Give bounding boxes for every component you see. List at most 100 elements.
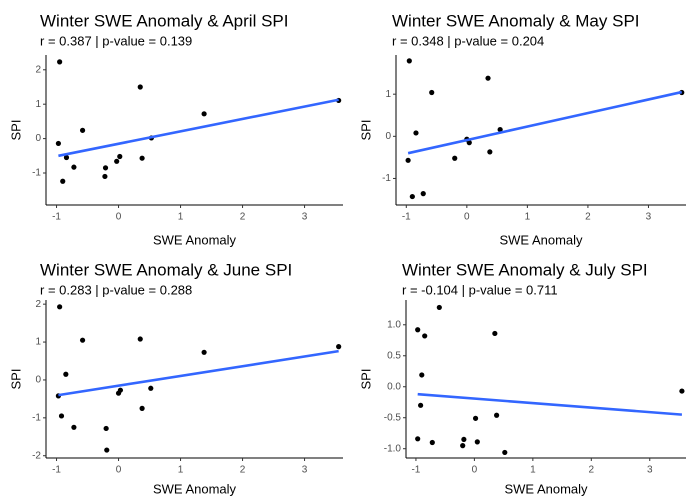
data-point	[201, 349, 207, 355]
y-tick-label: -1.0	[384, 443, 402, 454]
data-point	[461, 436, 467, 443]
x-axis-title: SWE Anomaly	[153, 232, 237, 247]
y-axis-title: SPI	[358, 369, 373, 390]
x-tick-label: 1	[178, 465, 184, 476]
y-tick-label: 0	[385, 131, 391, 142]
data-point	[497, 126, 503, 133]
data-point	[487, 149, 493, 155]
data-point	[415, 436, 421, 442]
trend-line	[58, 349, 339, 397]
y-tick-label: 0.0	[387, 381, 401, 392]
x-tick-label: 3	[647, 465, 653, 476]
y-tick-label: 1	[385, 89, 391, 100]
data-point	[117, 387, 124, 393]
y-tick-label: 0	[35, 375, 41, 386]
y-tick-label: 2	[35, 299, 41, 310]
x-tick-label: 3	[302, 465, 308, 476]
trend-line	[58, 98, 339, 158]
x-axis-title: SWE Anomaly	[499, 232, 583, 247]
y-tick-label: -1	[382, 173, 391, 184]
data-point	[102, 165, 109, 171]
data-point	[79, 127, 86, 133]
data-point	[494, 412, 500, 418]
data-point	[413, 130, 419, 136]
data-point	[409, 193, 415, 200]
data-point	[405, 157, 411, 163]
scatter-panel-1: Winter SWE Anomaly & April SPI r = 0.387 …	[8, 11, 343, 247]
y-axis-title: SPI	[358, 120, 373, 141]
chart-subtitle: r = 0.387 | p-value = 0.139	[40, 33, 192, 48]
chart-subtitle: r = 0.283 | p-value = 0.288	[40, 282, 192, 297]
data-point	[104, 447, 110, 453]
chart-subtitle: r = 0.348 | p-value = 0.204	[392, 33, 544, 48]
data-point	[472, 415, 479, 421]
x-tick-label: 2	[240, 212, 246, 223]
data-point	[502, 449, 508, 456]
data-point	[420, 191, 426, 197]
data-point	[679, 388, 685, 394]
x-tick-label: 0	[116, 212, 122, 223]
data-point	[57, 304, 63, 310]
data-point	[466, 140, 472, 146]
data-point	[63, 371, 69, 377]
x-tick-label: -1	[402, 212, 411, 223]
data-point	[57, 59, 63, 65]
data-point	[114, 158, 120, 164]
data-point	[415, 327, 421, 333]
chart-title: Winter SWE Anomaly & April SPI	[40, 11, 288, 30]
x-tick-label: 2	[589, 465, 595, 476]
x-axis-title: SWE Anomaly	[153, 481, 237, 496]
x-tick-label: 0	[472, 465, 478, 476]
data-point	[452, 155, 458, 161]
x-tick-label: 2	[585, 212, 591, 223]
data-point	[58, 413, 65, 419]
x-tick-label: 1	[525, 212, 531, 223]
x-tick-label: 3	[302, 212, 308, 223]
trend-line	[417, 392, 683, 416]
data-point	[336, 344, 342, 350]
y-tick-label: -2	[32, 450, 41, 461]
data-point	[139, 155, 145, 161]
y-tick-label: 2	[35, 64, 41, 75]
data-point	[485, 75, 491, 81]
y-tick-label: -1	[32, 412, 41, 423]
scatter-panel-2: Winter SWE Anomaly & May SPI r = 0.348 | …	[358, 11, 686, 247]
data-point	[429, 439, 435, 446]
chart-title: Winter SWE Anomaly & June SPI	[40, 260, 292, 279]
chart-title: Winter SWE Anomaly & May SPI	[392, 11, 640, 30]
y-tick-label: 1	[35, 99, 41, 110]
data-point	[71, 424, 77, 430]
y-axis-title: SPI	[8, 120, 23, 141]
chart-subtitle: r = -0.104 | p-value = 0.711	[402, 282, 558, 297]
y-tick-label: 1.0	[387, 319, 401, 330]
data-point	[429, 89, 435, 96]
data-point	[474, 439, 480, 445]
data-point	[137, 84, 143, 90]
data-point	[63, 154, 70, 161]
y-axis-title: SPI	[8, 369, 23, 390]
x-tick-label: 0	[116, 465, 122, 476]
x-tick-label: 2	[240, 465, 246, 476]
data-point	[117, 153, 123, 160]
data-point	[71, 164, 77, 170]
data-point	[137, 336, 143, 342]
trend-line	[407, 90, 683, 155]
x-axis-title: SWE Anomaly	[504, 481, 588, 496]
x-tick-label: 1	[530, 465, 536, 476]
x-tick-label: 3	[646, 212, 652, 223]
y-tick-label: 0.5	[387, 350, 401, 361]
data-point	[148, 385, 154, 391]
data-point	[103, 425, 109, 432]
data-point	[418, 402, 424, 408]
data-point	[406, 58, 412, 64]
data-point	[201, 111, 207, 117]
x-tick-label: -1	[52, 212, 61, 223]
scatter-panel-4: Winter SWE Anomaly & July SPI r = -0.104 …	[358, 260, 686, 496]
x-tick-label: 0	[464, 212, 470, 223]
y-tick-label: -0.5	[384, 412, 402, 423]
data-point	[102, 173, 108, 180]
y-tick-label: 0	[35, 133, 41, 144]
x-tick-label: -1	[411, 465, 420, 476]
chart-title: Winter SWE Anomaly & July SPI	[402, 260, 648, 279]
